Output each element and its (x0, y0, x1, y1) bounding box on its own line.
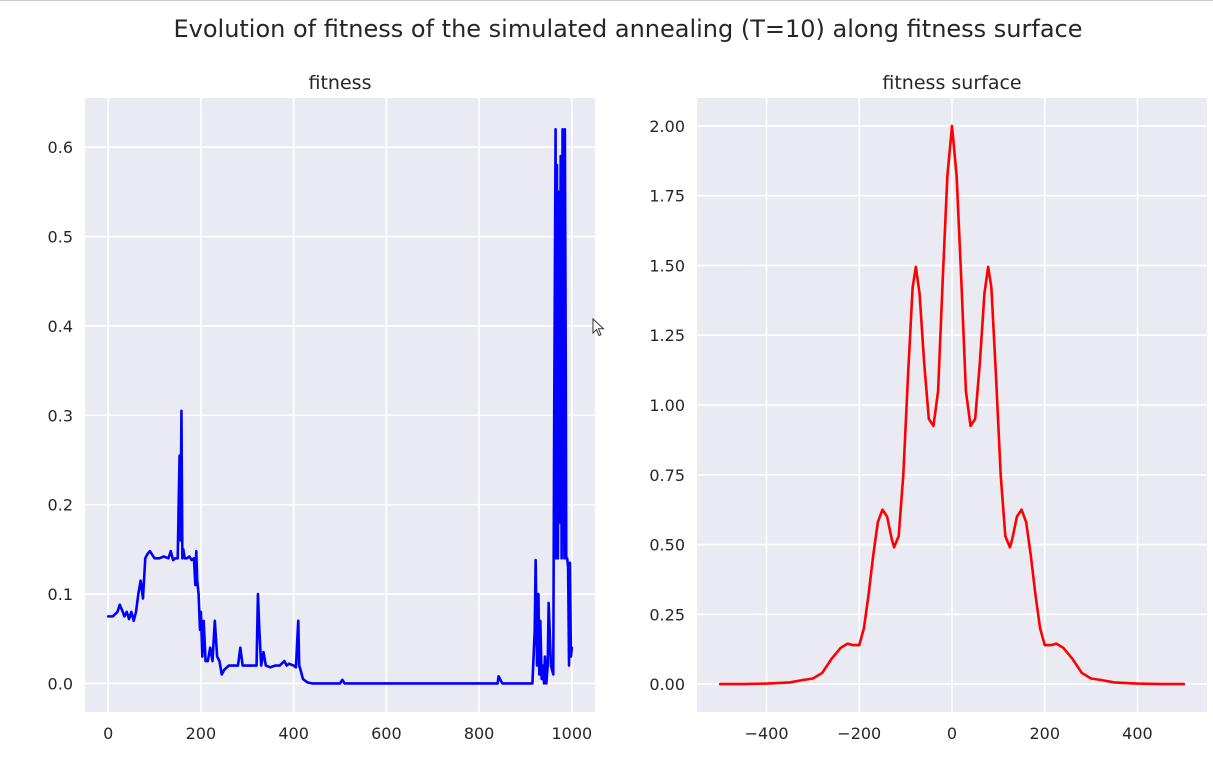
fitness-series (106, 127, 574, 685)
fitness-plot-area (85, 98, 595, 712)
fitness-surface-y-tick-label: 1.75 (649, 187, 685, 206)
fitness-tick-labels: 0 200 400 600 800 1000 0.0 0.1 0.2 0.3 0.4 0.5 0.6 (48, 138, 593, 743)
fitness-surface-series (718, 124, 1186, 686)
fitness-surface-y-tick-label: 1.00 (649, 396, 685, 415)
fitness-chart-title: fitness (309, 72, 372, 94)
fitness-surface-y-tick-label: 2.00 (649, 117, 685, 136)
fitness-surface-y-tick-label: 1.50 (649, 256, 685, 275)
fitness-y-tick-label: 0.0 (48, 674, 73, 693)
fitness-surface-chart-title: fitness surface (882, 72, 1021, 94)
fitness-surface-y-tick-label: 1.25 (649, 326, 685, 345)
window-top-border (0, 0, 1213, 1)
fitness-surface-y-tick-label: 0.00 (649, 675, 685, 694)
fitness-x-tick-label: 200 (186, 724, 217, 743)
fitness-surface-x-tick-label: −200 (837, 724, 881, 743)
mouse-pointer-icon (592, 318, 605, 337)
fitness-surface-x-tick-label: 400 (1122, 724, 1153, 743)
figure-suptitle: Evolution of fitness of the simulated an… (173, 15, 1082, 43)
fitness-surface-grid (697, 98, 1207, 712)
fitness-panel: 0 200 400 600 800 1000 0.0 0.1 0.2 0.3 0.4 0.5 0.6 f… (48, 72, 595, 743)
fitness-x-tick-label: 1000 (551, 724, 592, 743)
fitness-x-tick-label: 400 (278, 724, 309, 743)
fitness-surface-line-0 (718, 124, 1186, 686)
fitness-y-tick-label: 0.4 (48, 317, 73, 336)
fitness-surface-x-tick-label: 0 (947, 724, 957, 743)
fitness-surface-y-tick-label: 0.75 (649, 466, 685, 485)
fitness-surface-x-tick-label: −400 (745, 724, 789, 743)
fitness-surface-y-tick-label: 0.50 (649, 536, 685, 555)
fitness-x-tick-label: 800 (464, 724, 495, 743)
fitness-y-tick-label: 0.6 (48, 138, 73, 157)
fitness-line-0 (106, 127, 574, 685)
fitness-y-tick-label: 0.2 (48, 496, 73, 515)
fitness-surface-tick-labels: −400 −200 0 200 400 0.00 0.25 0.50 0.75 1.00 1.25 1… (649, 117, 1152, 743)
fitness-surface-x-tick-label: 200 (1029, 724, 1060, 743)
fitness-y-tick-label: 0.5 (48, 228, 73, 247)
fitness-y-tick-label: 0.3 (48, 406, 73, 425)
fitness-y-tick-label: 0.1 (48, 585, 73, 604)
fitness-surface-y-tick-label: 0.25 (649, 605, 685, 624)
fitness-x-tick-label: 0 (103, 724, 113, 743)
fitness-x-tick-label: 600 (371, 724, 402, 743)
fitness-surface-panel: −400 −200 0 200 400 0.00 0.25 0.50 0.75 1.00 1.25 1… (649, 72, 1207, 743)
fitness-grid (85, 98, 595, 712)
